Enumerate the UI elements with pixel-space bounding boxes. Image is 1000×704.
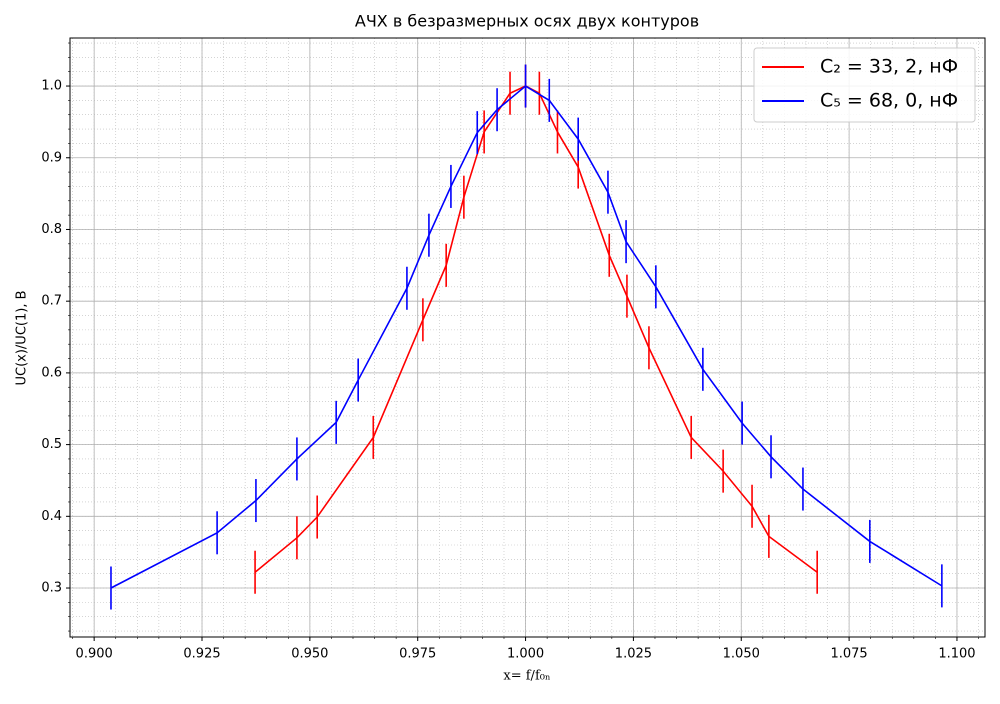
x-tick-label: 0.900 bbox=[76, 647, 113, 662]
y-tick-label: 0.3 bbox=[41, 581, 62, 596]
plot-frame bbox=[69, 37, 986, 638]
x-tick-label: 1.000 bbox=[507, 647, 544, 662]
x-tick-label: 1.100 bbox=[938, 647, 975, 662]
x-tick-label: 0.950 bbox=[291, 647, 328, 662]
series-line bbox=[254, 85, 818, 573]
y-tick-label: 1.0 bbox=[41, 79, 62, 94]
y-tick-label: 0.4 bbox=[41, 509, 62, 524]
y-axis-label: UC(x)/UC(1), В bbox=[15, 291, 30, 386]
y-tick-label: 0.5 bbox=[41, 437, 62, 452]
y-tick-label: 0.9 bbox=[41, 150, 62, 165]
legend-label: C₅ = 68, 0, нФ bbox=[820, 90, 958, 112]
x-tick-label: 1.025 bbox=[615, 647, 652, 662]
y-tick-label: 0.8 bbox=[41, 222, 62, 237]
legend-label: C₂ = 33, 2, нФ bbox=[820, 56, 958, 78]
y-tick-label: 0.6 bbox=[41, 365, 62, 380]
legend-box bbox=[753, 47, 976, 123]
x-tick-label: 1.050 bbox=[723, 647, 760, 662]
x-tick-label: 0.975 bbox=[399, 647, 436, 662]
chart-title: АЧХ в безразмерных осях двух контуров bbox=[355, 12, 699, 31]
y-tick-label: 0.7 bbox=[41, 294, 62, 309]
x-tick-label: 1.075 bbox=[830, 647, 867, 662]
series-line bbox=[110, 85, 943, 589]
x-axis-label: x= f/f₀ₙ bbox=[503, 669, 550, 684]
x-tick-label: 0.925 bbox=[183, 647, 220, 662]
